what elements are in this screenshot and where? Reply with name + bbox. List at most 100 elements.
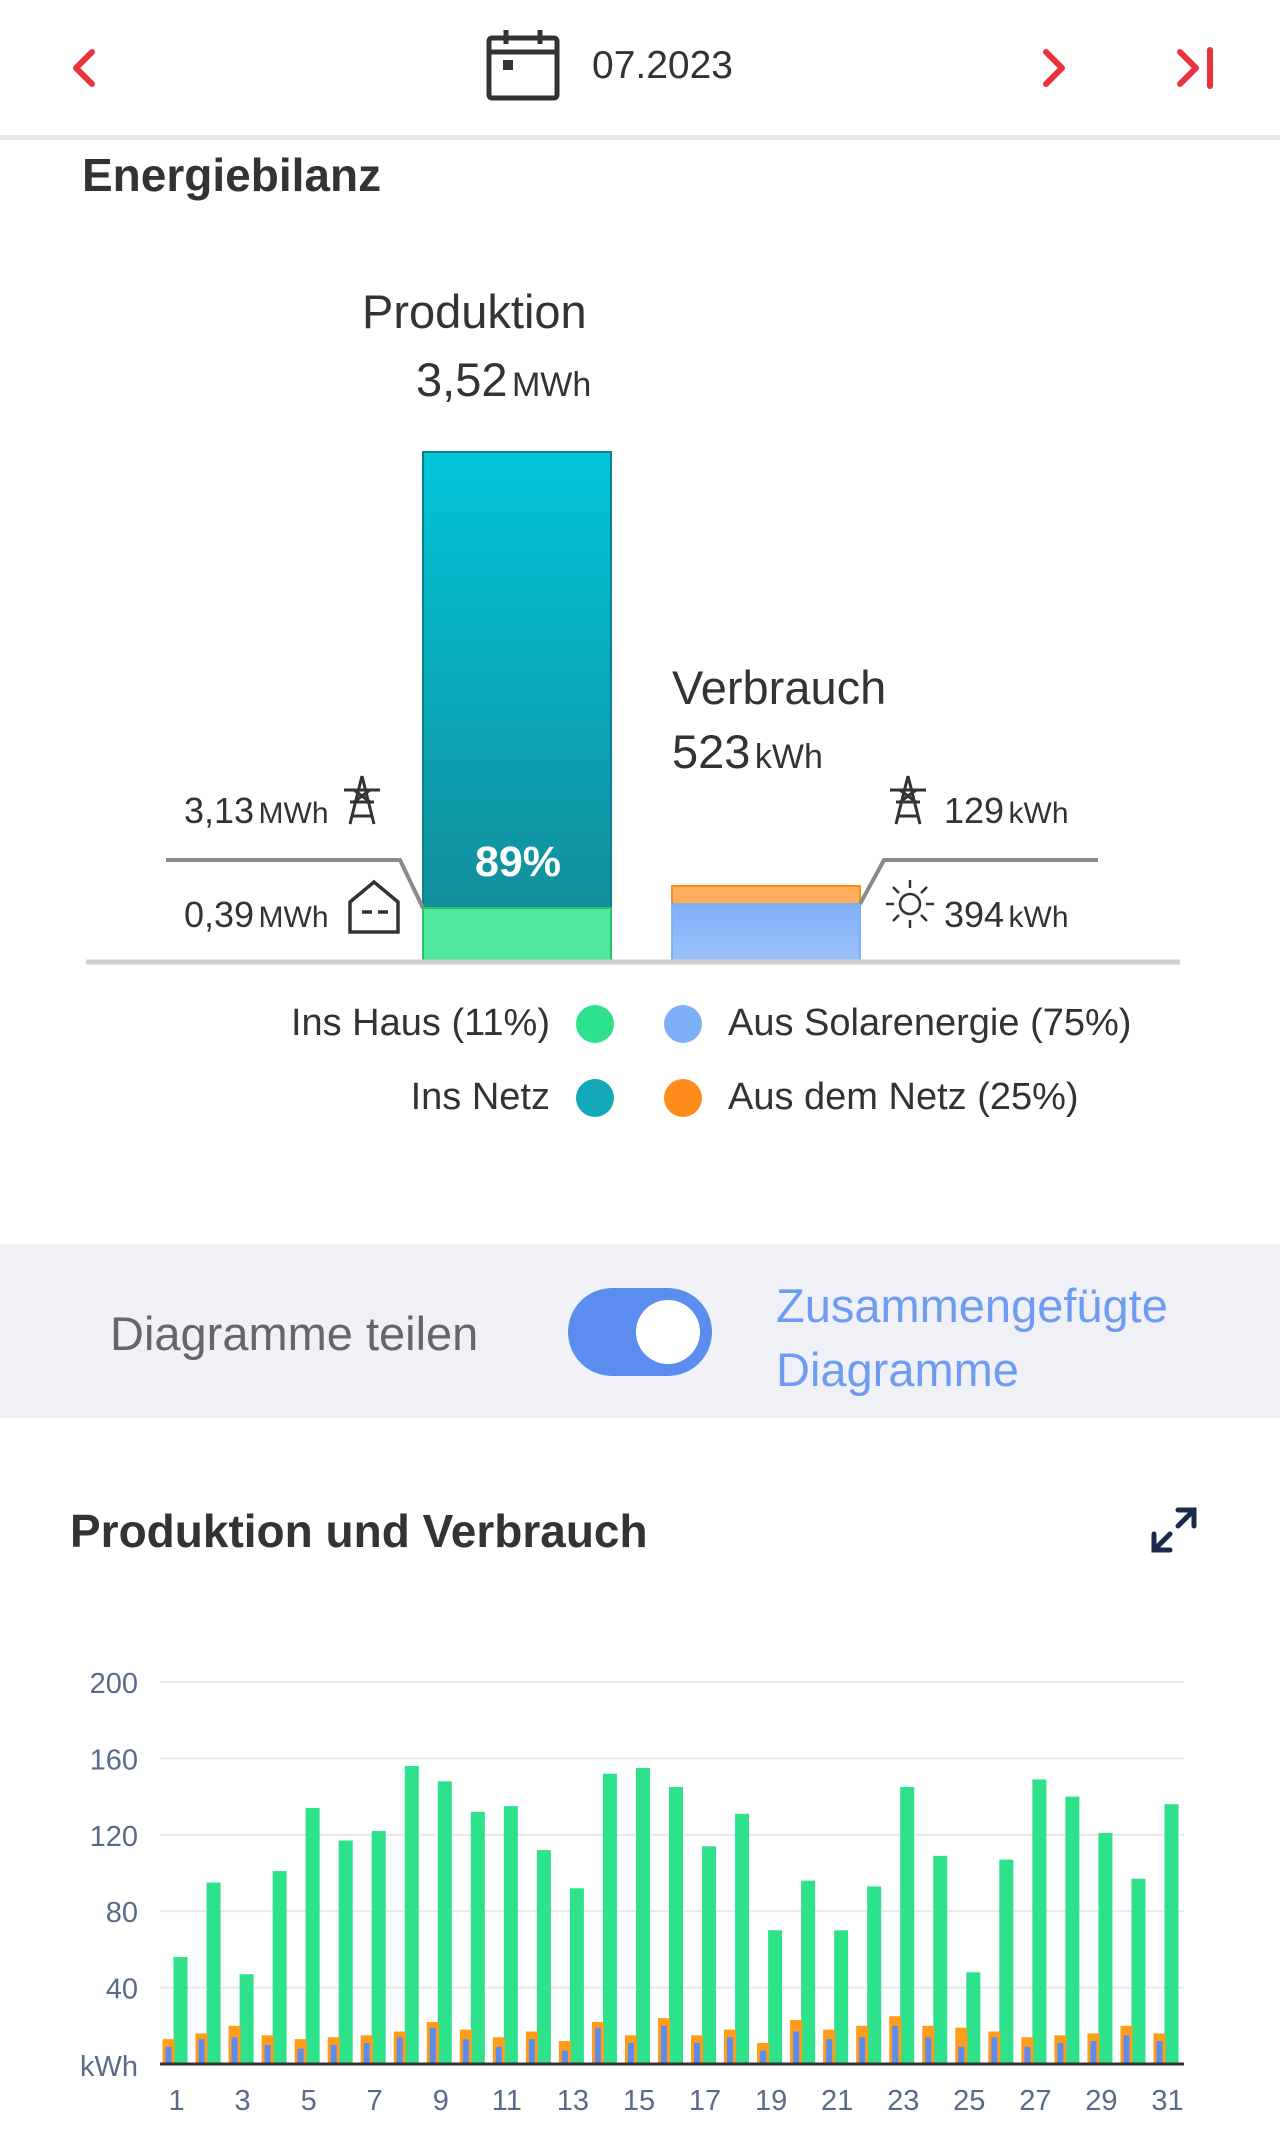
date-label[interactable]: 07.2023 <box>592 44 733 87</box>
production-bar-8[interactable] <box>404 1766 419 2064</box>
production-bar-14[interactable] <box>602 1773 617 2064</box>
solar-bar-15[interactable] <box>627 2042 634 2064</box>
house-icon <box>348 879 400 934</box>
toggle-knob <box>636 1300 700 1364</box>
production-bar-9[interactable] <box>437 1781 452 2064</box>
solar-bar-18[interactable] <box>727 2037 734 2064</box>
from-grid-unit: kWh <box>1008 797 1069 830</box>
to-grid-value: 3,13 MWh <box>184 790 329 832</box>
production-bar-5[interactable] <box>305 1808 320 2064</box>
production-label: Produktion <box>362 285 587 338</box>
y-tick-label: 40 <box>106 1974 138 2006</box>
solar-bar-27[interactable] <box>1024 2046 1031 2064</box>
solar-bar-22[interactable] <box>859 2037 866 2064</box>
to-house-unit: MWh <box>258 901 329 934</box>
calendar-icon[interactable] <box>486 28 560 102</box>
x-tick-label: 15 <box>623 2085 655 2117</box>
solar-bar-13[interactable] <box>561 2050 568 2064</box>
production-bar-13[interactable] <box>569 1888 584 2064</box>
production-bar-17[interactable] <box>702 1846 717 2064</box>
production-bar-6[interactable] <box>338 1840 353 2064</box>
production-bar-3[interactable] <box>239 1974 254 2064</box>
production-bar-25[interactable] <box>966 1972 981 2064</box>
solar-bar-16[interactable] <box>661 2025 667 2064</box>
production-bar-2[interactable] <box>206 1882 221 2064</box>
solar-bar-12[interactable] <box>528 2039 535 2064</box>
y-tick-label: 200 <box>90 1668 138 1700</box>
chevron-right-icon[interactable] <box>1024 38 1084 98</box>
solar-bar-30[interactable] <box>1123 2035 1130 2064</box>
production-house-segment <box>422 907 612 963</box>
production-bar-22[interactable] <box>867 1886 882 2064</box>
solar-bar-29[interactable] <box>1090 2041 1097 2064</box>
solar-bar-14[interactable] <box>594 2027 601 2064</box>
solar-bar-26[interactable] <box>991 2037 998 2064</box>
from-grid-connector <box>858 858 1098 905</box>
production-bar-12[interactable] <box>536 1850 551 2064</box>
production-bar-23[interactable] <box>900 1787 915 2064</box>
x-tick-label: 13 <box>557 2085 589 2117</box>
x-tick-label: 19 <box>755 2085 787 2117</box>
solar-bar-21[interactable] <box>826 2039 833 2064</box>
diagram-toggle-switch[interactable] <box>568 1288 712 1376</box>
solar-bar-8[interactable] <box>396 2037 403 2064</box>
solar-bar-17[interactable] <box>694 2042 701 2064</box>
solar-bar-11[interactable] <box>495 2046 502 2064</box>
production-bar-27[interactable] <box>1032 1779 1047 2064</box>
x-tick-label: 7 <box>367 2085 383 2117</box>
production-bar-30[interactable] <box>1131 1878 1146 2064</box>
solar-bar-7[interactable] <box>363 2042 370 2064</box>
production-bar-21[interactable] <box>834 1930 849 2064</box>
solar-bar-31[interactable] <box>1156 2041 1163 2064</box>
solar-bar-10[interactable] <box>462 2039 469 2064</box>
solar-bar-20[interactable] <box>793 2031 800 2064</box>
production-bar-19[interactable] <box>768 1930 783 2064</box>
solar-bar-5[interactable] <box>297 2048 304 2064</box>
production-unit: MWh <box>511 366 592 404</box>
production-bar-15[interactable] <box>635 1767 650 2064</box>
production-bar-18[interactable] <box>735 1813 750 2064</box>
expand-icon[interactable] <box>1148 1504 1200 1556</box>
production-bar-7[interactable] <box>371 1830 386 2064</box>
production-bar-24[interactable] <box>933 1855 948 2064</box>
production-bar-31[interactable] <box>1164 1804 1179 2064</box>
solar-bar-9[interactable] <box>429 2027 436 2064</box>
solar-bar-3[interactable] <box>231 2037 238 2064</box>
power-pylon-icon <box>344 775 380 825</box>
legend-house: Ins Haus (11%) <box>291 1002 614 1045</box>
production-bar-29[interactable] <box>1098 1832 1113 2064</box>
consumption-label: Verbrauch <box>672 661 887 714</box>
solar-bar-2[interactable] <box>198 2039 205 2064</box>
solar-bar-1[interactable] <box>165 2046 172 2064</box>
solar-bar-19[interactable] <box>760 2050 767 2064</box>
solar-bar-6[interactable] <box>330 2044 337 2064</box>
production-bar-28[interactable] <box>1065 1796 1080 2064</box>
production-bar-11[interactable] <box>503 1806 518 2064</box>
x-tick-label: 5 <box>301 2085 317 2117</box>
production-bar-10[interactable] <box>470 1811 485 2064</box>
skip-to-end-icon[interactable] <box>1166 38 1226 98</box>
production-grid-percent: 89% <box>474 838 562 886</box>
split-diagrams-label[interactable]: Diagramme teilen <box>110 1307 479 1360</box>
legend-from-grid: Aus dem Netz (25%) <box>664 1076 1079 1119</box>
legend-house-label: Ins Haus (11%) <box>290 1002 550 1044</box>
production-bar-1[interactable] <box>173 1957 188 2064</box>
solar-bar-4[interactable] <box>264 2044 271 2064</box>
solar-bar-23[interactable] <box>892 2025 899 2064</box>
production-bar-16[interactable] <box>669 1787 683 2064</box>
solar-bar-28[interactable] <box>1057 2042 1064 2064</box>
solar-bar-25[interactable] <box>958 2046 965 2064</box>
merged-diagrams-label[interactable]: Zusammengefügte Diagramme <box>776 1274 1168 1402</box>
production-bar-26[interactable] <box>999 1859 1014 2064</box>
solar-bar-24[interactable] <box>925 2037 932 2064</box>
merged-diagrams-line2: Diagramme <box>776 1343 1019 1396</box>
to-grid-number: 3,13 <box>184 790 255 831</box>
to-house-number: 0,39 <box>184 894 255 935</box>
to-house-value: 0,39 MWh <box>184 894 329 936</box>
production-value: 3,52 <box>416 353 508 406</box>
production-bar-20[interactable] <box>801 1880 816 2064</box>
legend-grid: Ins Netz <box>411 1076 614 1119</box>
production-bar-4[interactable] <box>272 1871 287 2064</box>
legend-from-grid-dot <box>664 1078 702 1117</box>
chevron-left-icon[interactable] <box>54 38 114 98</box>
